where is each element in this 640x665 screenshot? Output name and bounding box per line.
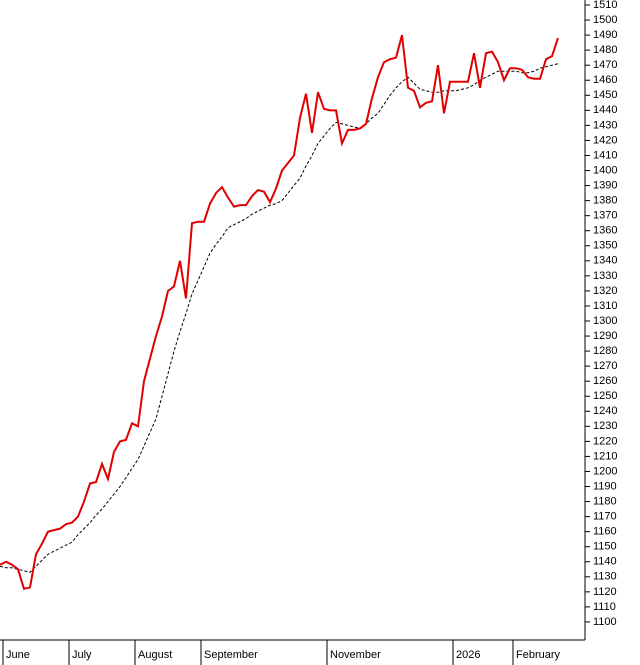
y-tick-label: 1140 [593,556,617,568]
y-tick-label: 1250 [593,390,617,402]
y-tick-label: 1190 [593,480,617,492]
y-tick-label: 1450 [593,89,617,101]
y-tick-label: 1180 [593,495,617,507]
y-tick-label: 1490 [593,29,617,41]
x-tick-label: July [72,649,92,661]
y-tick-label: 1510 [593,0,617,11]
y-tick-label: 1270 [593,360,617,372]
y-tick-label: 1400 [593,164,617,176]
y-tick-label: 1330 [593,270,617,282]
y-tick-label: 1130 [593,571,617,583]
y-tick-label: 1230 [593,420,617,432]
y-tick-label: 1300 [593,315,617,327]
y-tick-label: 1310 [593,300,617,312]
y-tick-label: 1110 [593,601,616,613]
x-tick-label: 2026 [456,649,480,661]
y-tick-label: 1420 [593,134,617,146]
y-tick-label: 1480 [593,44,617,56]
y-tick-label: 1170 [593,511,617,523]
y-tick-label: 1320 [593,285,617,297]
y-tick-label: 1440 [593,104,617,116]
y-tick-label: 1100 [593,616,617,628]
x-tick-label: February [516,649,561,661]
y-tick-label: 1360 [593,225,617,237]
y-tick-label: 1380 [593,195,617,207]
y-tick-label: 1240 [593,405,617,417]
y-tick-label: 1350 [593,240,617,252]
y-tick-label: 1120 [593,586,617,598]
x-tick-label: June [6,649,30,661]
y-tick-label: 1390 [593,179,617,191]
y-tick-label: 1410 [593,149,617,161]
x-tick-label: November [330,649,381,661]
price-line [0,34,559,591]
average-line [0,63,559,573]
y-tick-label: 1500 [593,14,617,26]
y-tick-label: 1370 [593,210,617,222]
x-tick-label: August [138,649,172,661]
y-tick-label: 1460 [593,74,617,86]
y-tick-label: 1150 [593,541,617,553]
y-tick-label: 1260 [593,375,617,387]
y-tick-label: 1430 [593,119,617,131]
x-tick-label: September [204,649,258,661]
y-tick-label: 1470 [593,59,617,71]
y-tick-label: 1210 [593,450,617,462]
y-tick-label: 1200 [593,465,617,477]
y-tick-label: 1290 [593,330,617,342]
y-tick-label: 1220 [593,435,617,447]
y-tick-label: 1340 [593,255,617,267]
y-tick-label: 1280 [593,345,617,357]
y-tick-label: 1160 [593,526,617,538]
